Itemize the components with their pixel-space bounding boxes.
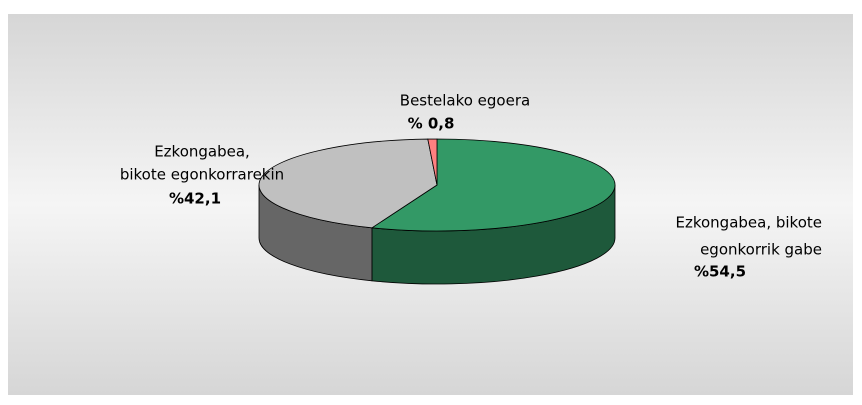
slice-label: Bestelako egoera [400, 92, 530, 110]
value-label: %54,5 [694, 263, 746, 281]
value-label: % 0,8 [408, 115, 455, 133]
slice-label: egonkorrik gabe [700, 241, 822, 259]
slice [258, 138, 438, 229]
slice-label: bikote egonkorrarekin [120, 166, 284, 184]
slice [427, 138, 438, 186]
slice-label: Ezkongabea, bikote [675, 214, 822, 232]
slice [370, 138, 616, 232]
slice-label: Ezkongabea, [154, 143, 250, 161]
value-label: %42,1 [169, 190, 221, 208]
